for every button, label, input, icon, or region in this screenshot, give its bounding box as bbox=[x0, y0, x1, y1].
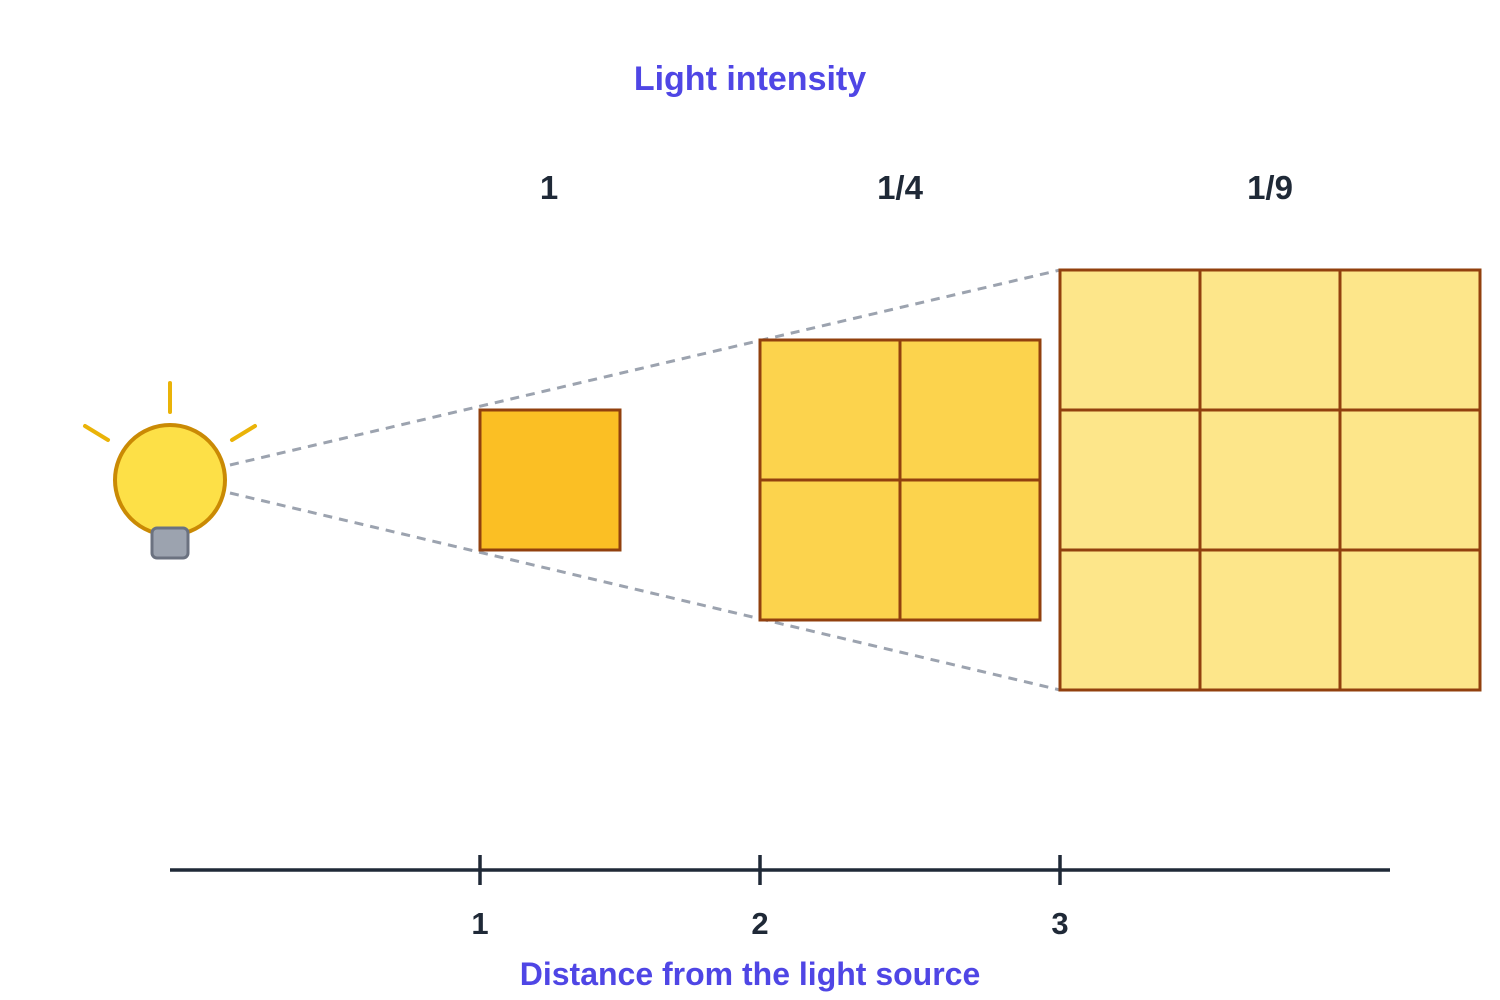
intensity-label-2: 1/4 bbox=[877, 169, 924, 206]
bulb-ray-right bbox=[230, 424, 257, 442]
area-square-distance-1 bbox=[478, 408, 622, 552]
diagram-title: Light intensity bbox=[634, 60, 866, 98]
intensity-label-1: 1 bbox=[540, 169, 558, 206]
area-cell bbox=[758, 478, 902, 622]
bulb-base bbox=[150, 526, 190, 560]
beam-lines bbox=[229, 268, 1061, 692]
area-square-distance-3 bbox=[1058, 268, 1482, 692]
intensity-label-3: 1/9 bbox=[1247, 169, 1293, 206]
area-cell bbox=[1058, 548, 1202, 692]
area-cell bbox=[1058, 408, 1202, 552]
light-bulb-icon bbox=[83, 381, 257, 560]
area-cell bbox=[758, 338, 902, 482]
area-cell bbox=[1198, 268, 1342, 412]
area-cell bbox=[1338, 268, 1482, 412]
area-cell bbox=[898, 338, 1042, 482]
axis-label: Distance from the light source bbox=[520, 956, 981, 992]
area-cell bbox=[1338, 548, 1482, 692]
area-cell bbox=[478, 408, 622, 552]
axis-tick-label-2: 2 bbox=[751, 906, 768, 941]
area-cell bbox=[1198, 548, 1342, 692]
bulb-glass bbox=[113, 423, 227, 537]
area-cell bbox=[1338, 408, 1482, 552]
axis-tick-label-1: 1 bbox=[471, 906, 488, 941]
area-cell bbox=[1198, 408, 1342, 552]
area-cell bbox=[1058, 268, 1202, 412]
area-cell bbox=[898, 478, 1042, 622]
area-square-distance-2 bbox=[758, 338, 1042, 622]
beam-line-bottom bbox=[229, 491, 1061, 692]
beam-line-top bbox=[229, 268, 1061, 467]
bulb-ray-left bbox=[83, 424, 110, 442]
distance-axis: 1 2 3 bbox=[170, 855, 1390, 941]
axis-tick-label-3: 3 bbox=[1051, 906, 1068, 941]
